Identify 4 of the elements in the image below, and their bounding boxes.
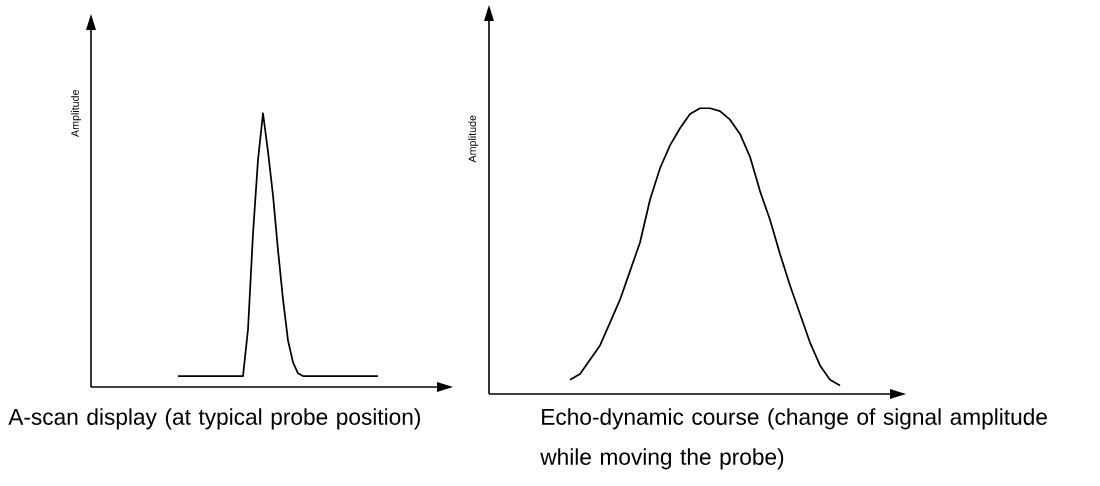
text: Echo-dynamic course (change of signal amplitude while moving the probe) [540,408,1047,470]
y-axis-title: Amplitude [71,90,81,137]
y-axis-title: Amplitude [468,115,479,163]
text: A-scan display (at typical probe position) [8,408,421,430]
